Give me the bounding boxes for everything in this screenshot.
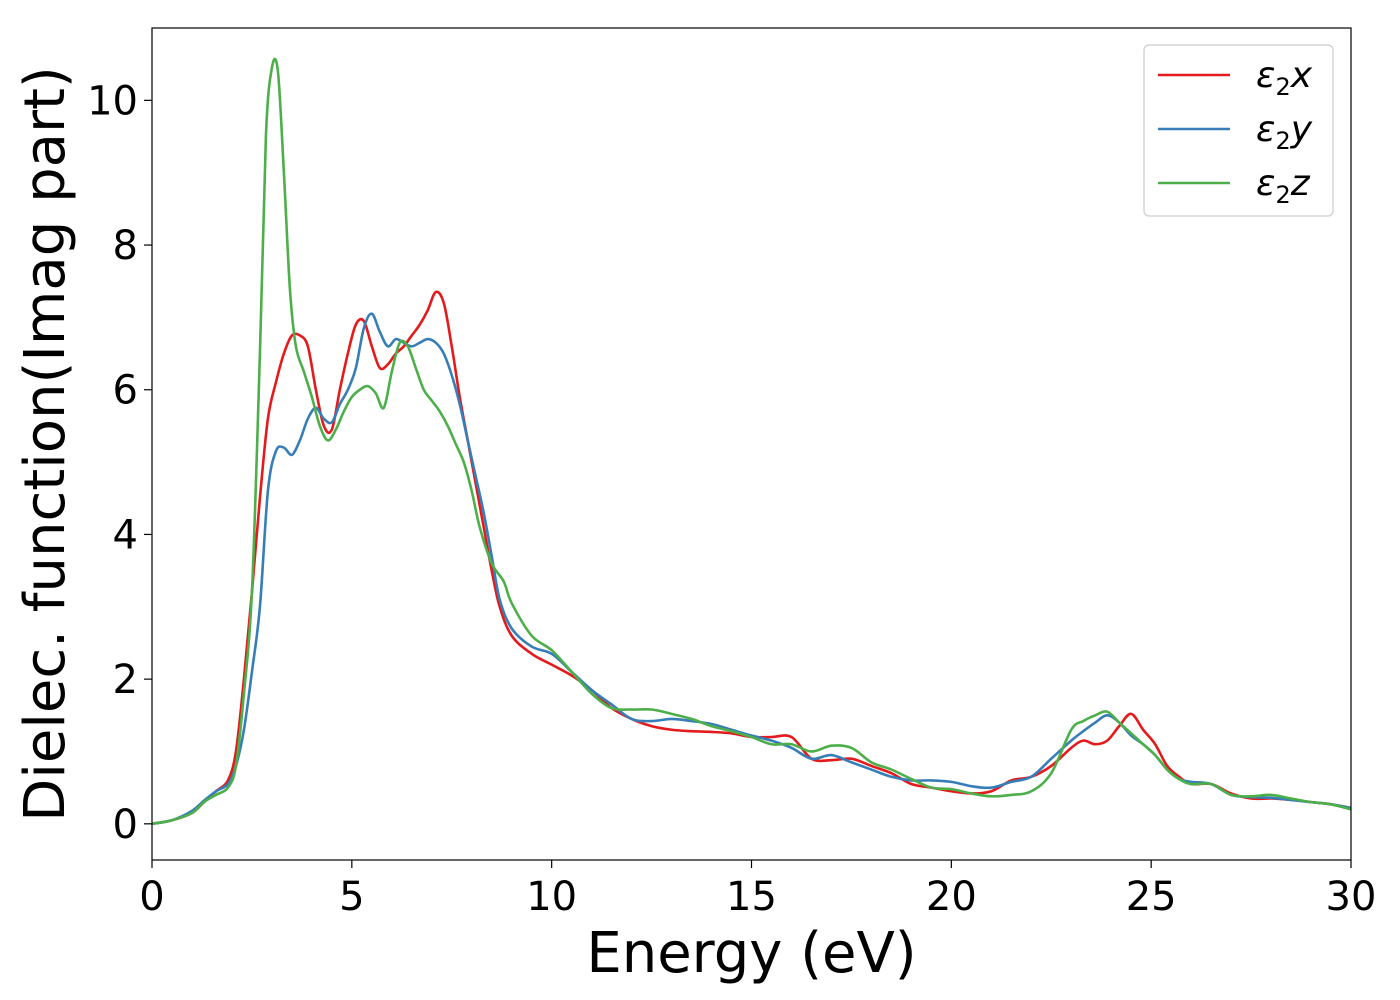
series-line-x bbox=[152, 290, 1351, 826]
x-tick-label: 0 bbox=[139, 874, 164, 920]
legend-label-axis: x bbox=[1290, 55, 1313, 96]
legend-label-sub: 2 bbox=[1275, 181, 1290, 209]
x-tick-label: 15 bbox=[726, 874, 777, 920]
y-tick-label: 6 bbox=[113, 368, 138, 414]
legend-label-base: ε bbox=[1256, 109, 1275, 150]
x-tick-label: 25 bbox=[1126, 874, 1177, 920]
legend-label: ε2z bbox=[1256, 163, 1311, 209]
y-tick-label: 4 bbox=[113, 512, 138, 558]
y-tick-label: 8 bbox=[113, 223, 138, 269]
x-tick-label: 30 bbox=[1326, 874, 1377, 920]
legend-label-sub: 2 bbox=[1275, 73, 1290, 101]
x-axis-title: Energy (eV) bbox=[586, 921, 916, 986]
y-axis-title: Dielec. function(Imag part) bbox=[13, 66, 78, 822]
legend-label-axis: y bbox=[1290, 109, 1313, 150]
y-tick-label: 2 bbox=[113, 657, 138, 703]
x-tick-label: 5 bbox=[339, 874, 364, 920]
series-line-z bbox=[152, 57, 1351, 826]
legend-box bbox=[1143, 44, 1334, 217]
y-tick-label: 0 bbox=[113, 802, 138, 848]
series-layer bbox=[152, 57, 1351, 826]
legend-label-axis: z bbox=[1290, 163, 1311, 204]
legend-label: ε2y bbox=[1256, 109, 1313, 155]
legend-label-base: ε bbox=[1256, 163, 1275, 204]
series-line-y bbox=[152, 312, 1351, 826]
y-axis: 0 2 4 6 8 10 bbox=[87, 78, 152, 848]
x-axis: 0 5 10 15 20 25 30 bbox=[139, 860, 1376, 920]
y-tick-label: 10 bbox=[87, 78, 138, 124]
x-tick-label: 10 bbox=[526, 874, 577, 920]
legend-label: ε2x bbox=[1256, 55, 1313, 101]
legend-label-base: ε bbox=[1256, 55, 1275, 96]
x-tick-label: 20 bbox=[926, 874, 977, 920]
legend-label-sub: 2 bbox=[1275, 127, 1290, 155]
